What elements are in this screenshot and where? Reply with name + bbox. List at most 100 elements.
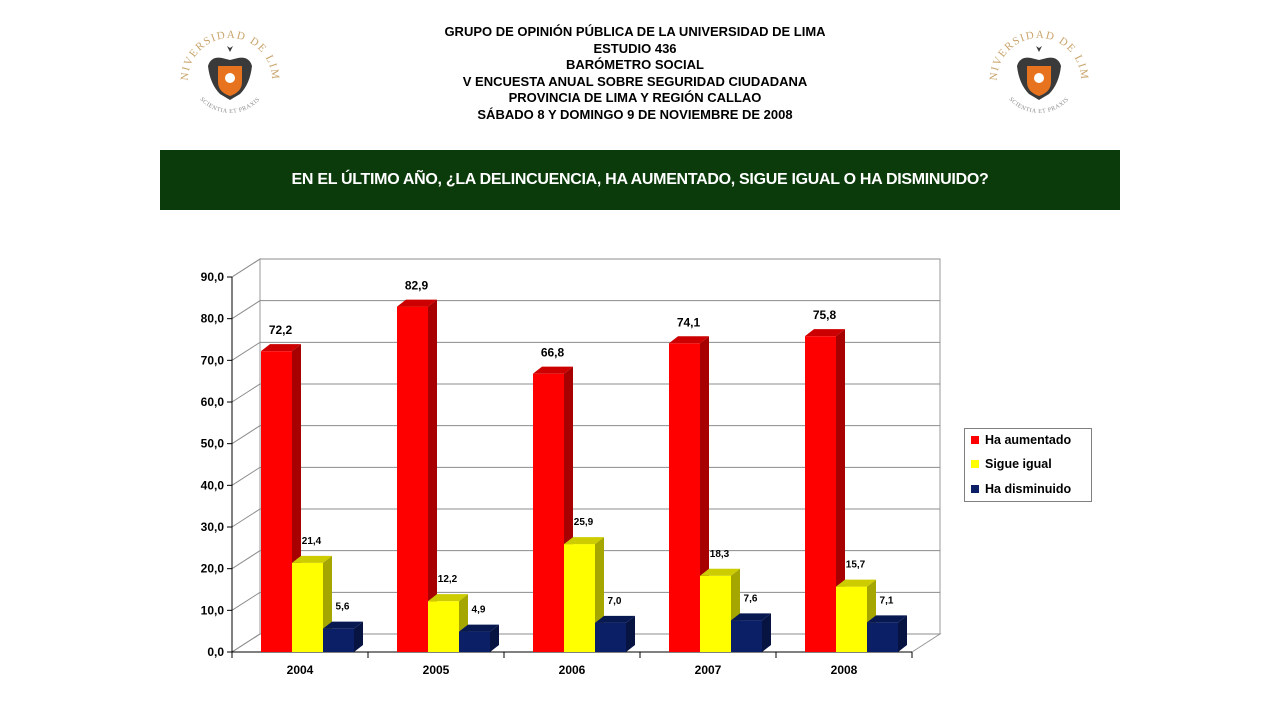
- bar-top-face: [397, 299, 437, 307]
- bar-top-face: [731, 613, 771, 621]
- data-label: 82,9: [405, 279, 429, 293]
- bar-top-face: [428, 594, 468, 602]
- bar-side-face: [898, 615, 907, 652]
- bar-top-face: [867, 615, 907, 623]
- chart-legend: Ha aumentado Sigue igual Ha disminuido: [964, 428, 1092, 502]
- data-label: 7,0: [608, 596, 622, 607]
- legend-swatch-red: [971, 436, 979, 444]
- data-label: 72,2: [269, 323, 293, 337]
- bar-sigue-igual: [292, 555, 332, 652]
- bar-front-face: [805, 336, 836, 652]
- question-text: EN EL ÚLTIMO AÑO, ¿LA DELINCUENCIA, HA A…: [291, 171, 989, 188]
- header-line-3: BARÓMETRO SOCIAL: [566, 57, 704, 72]
- bar-ha-aumentado: [397, 299, 437, 652]
- bar-ha-aumentado: [261, 344, 301, 652]
- y-gridline: [231, 425, 940, 445]
- bar-front-face: [428, 601, 459, 652]
- y-gridline: [231, 466, 940, 486]
- y-tick-label: 80,0: [201, 312, 225, 326]
- bar-front-face: [700, 575, 731, 652]
- bar-ha-disminuido: [867, 615, 907, 652]
- y-gridline: [231, 508, 940, 528]
- bar-top-face: [805, 329, 845, 337]
- university-logo-right: UNIVERSIDAD DE LIMA SCIENTIA ET PRAXIS: [987, 18, 1089, 115]
- bar-ha-disminuido: [731, 613, 771, 652]
- bar-top-face: [700, 568, 740, 576]
- bar-front-face: [533, 373, 564, 652]
- data-label: 5,6: [336, 602, 350, 613]
- bar-front-face: [731, 620, 762, 652]
- header-title-block: GRUPO DE OPINIÓN PÚBLICA DE LA UNIVERSID…: [380, 24, 890, 123]
- bar-front-face: [323, 628, 354, 652]
- y-tick-label: 70,0: [201, 353, 225, 367]
- x-tick-label: 2008: [831, 663, 858, 677]
- x-tick-label: 2006: [559, 663, 586, 677]
- x-tick-label: 2005: [423, 663, 450, 677]
- y-tick-label: 60,0: [201, 395, 225, 409]
- x-tick-label: 2007: [695, 663, 722, 677]
- header-line-2: ESTUDIO 436: [593, 40, 677, 56]
- y-tick-label: 10,0: [201, 603, 225, 617]
- bar-front-face: [595, 622, 626, 652]
- data-label: 75,8: [813, 308, 837, 322]
- question-banner: EN EL ÚLTIMO AÑO, ¿LA DELINCUENCIA, HA A…: [160, 150, 1120, 210]
- y-tick-label: 20,0: [201, 562, 225, 576]
- data-label: 7,6: [744, 593, 758, 604]
- header-line-5: PROVINCIA DE LIMA Y REGIÓN CALLAO: [508, 90, 762, 105]
- data-label: 4,9: [472, 605, 486, 616]
- legend-label: Ha aumentado: [985, 433, 1072, 447]
- y-gridline: [231, 258, 940, 278]
- university-logo-left: UNIVERSIDAD DE LIMA SCIENTIA ET PRAXIS: [178, 18, 280, 115]
- data-label: 18,3: [710, 549, 730, 560]
- bar-front-face: [292, 562, 323, 652]
- data-label: 74,1: [677, 315, 701, 329]
- bar-front-face: [867, 622, 898, 652]
- bar-front-face: [261, 351, 292, 652]
- eagle-crest-icon: [1017, 46, 1061, 100]
- eagle-crest-icon: [208, 46, 252, 100]
- bar-side-face: [428, 299, 437, 652]
- header-line-4: V ENCUESTA ANUAL SOBRE SEGURIDAD CIUDADA…: [462, 73, 808, 89]
- legend-swatch-yellow: [971, 460, 979, 468]
- y-gridline: [231, 341, 940, 361]
- bar-ha-disminuido: [459, 624, 499, 652]
- bar-front-face: [459, 631, 490, 652]
- y-tick-label: 90,0: [201, 270, 225, 284]
- data-label: 66,8: [541, 346, 565, 360]
- data-label: 12,2: [438, 574, 458, 585]
- y-tick-label: 40,0: [201, 478, 225, 492]
- header-line-6: SÁBADO 8 Y DOMINGO 9 DE NOVIEMBRE DE 200…: [477, 106, 793, 122]
- legend-label: Ha disminuido: [985, 482, 1072, 496]
- bar-sigue-igual: [836, 579, 876, 652]
- chart-side-wall: [231, 258, 261, 653]
- bar-side-face: [626, 615, 635, 652]
- y-gridline: [231, 383, 940, 403]
- y-tick-label: 50,0: [201, 437, 225, 451]
- bar-top-face: [836, 579, 876, 587]
- bar-ha-aumentado: [533, 366, 573, 652]
- bar-top-face: [669, 336, 709, 344]
- bar-ha-disminuido: [595, 615, 635, 652]
- legend-item-ha-aumentado: Ha aumentado: [971, 432, 1071, 448]
- data-label: 25,9: [574, 517, 594, 528]
- bar-top-face: [261, 344, 301, 352]
- y-gridline: [231, 550, 940, 570]
- bar-ha-aumentado: [805, 329, 845, 652]
- bar-top-face: [564, 537, 604, 545]
- bar-sigue-igual: [564, 537, 604, 652]
- data-label: 15,7: [846, 560, 866, 571]
- data-label: 21,4: [302, 536, 322, 547]
- header-line-1: GRUPO DE OPINIÓN PÚBLICA DE LA UNIVERSID…: [444, 24, 826, 39]
- bar-front-face: [836, 586, 867, 652]
- bar-front-face: [669, 343, 700, 652]
- bar-ha-disminuido: [323, 621, 363, 652]
- bar-side-face: [762, 613, 771, 652]
- bar-top-face: [595, 615, 635, 623]
- bar-side-face: [490, 624, 499, 652]
- data-label: 7,1: [880, 595, 894, 606]
- bar-side-face: [354, 621, 363, 652]
- y-gridline: [231, 300, 940, 320]
- y-tick-label: 30,0: [201, 520, 225, 534]
- legend-item-sigue-igual: Sigue igual: [971, 456, 1052, 472]
